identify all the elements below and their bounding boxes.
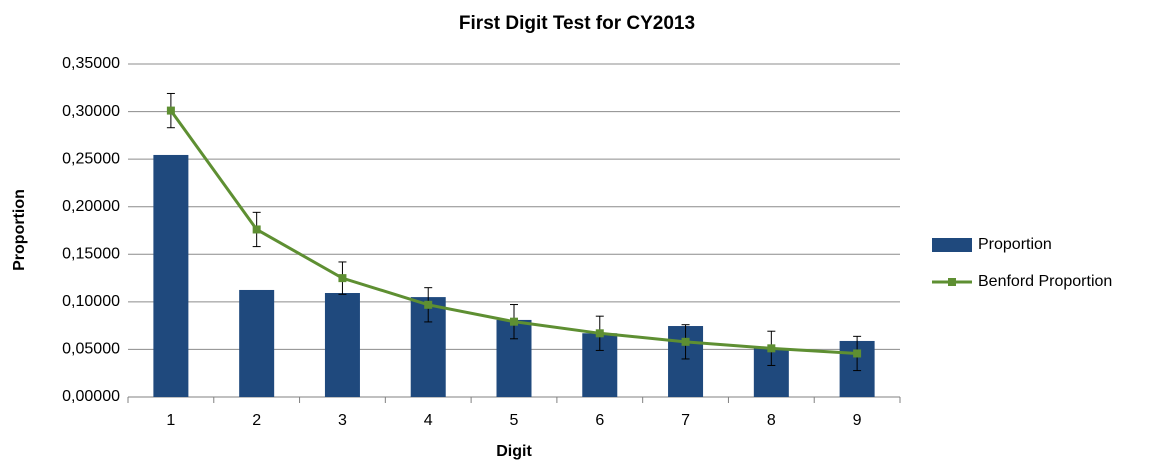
- bar: [324, 293, 360, 397]
- bar: [153, 154, 189, 397]
- y-tick-label: 0,15000: [62, 246, 120, 263]
- y-tick-label: 0,35000: [62, 55, 120, 72]
- x-tick-label: 9: [853, 412, 862, 429]
- legend-label: Proportion: [978, 236, 1052, 253]
- y-tick-label: 0,05000: [62, 341, 120, 358]
- bar: [239, 289, 275, 397]
- x-tick-label: 4: [424, 412, 433, 429]
- x-tick-label: 3: [338, 412, 347, 429]
- marker: [853, 349, 862, 358]
- x-tick-label: 8: [767, 412, 776, 429]
- x-tick-label: 1: [166, 412, 175, 429]
- x-tick-label: 6: [595, 412, 604, 429]
- legend-label: Benford Proportion: [978, 273, 1112, 290]
- y-tick-label: 0,10000: [62, 293, 120, 310]
- x-tick-label: 7: [681, 412, 690, 429]
- x-axis-label: Digit: [496, 443, 532, 460]
- marker: [424, 300, 433, 309]
- marker: [166, 106, 175, 115]
- legend-swatch: [932, 238, 972, 252]
- marker: [681, 337, 690, 346]
- legend-marker: [948, 278, 956, 286]
- y-tick-label: 0,30000: [62, 103, 120, 120]
- marker: [252, 225, 261, 234]
- y-tick-label: 0,20000: [62, 198, 120, 215]
- y-tick-label: 0,00000: [62, 388, 120, 405]
- chart-title: First Digit Test for CY2013: [459, 13, 695, 34]
- y-axis-label: Proportion: [11, 189, 28, 271]
- x-tick-label: 2: [252, 412, 261, 429]
- marker: [595, 329, 604, 338]
- marker: [767, 344, 776, 353]
- marker: [338, 274, 347, 283]
- y-tick-label: 0,25000: [62, 150, 120, 167]
- x-tick-label: 5: [510, 412, 519, 429]
- marker: [510, 317, 518, 326]
